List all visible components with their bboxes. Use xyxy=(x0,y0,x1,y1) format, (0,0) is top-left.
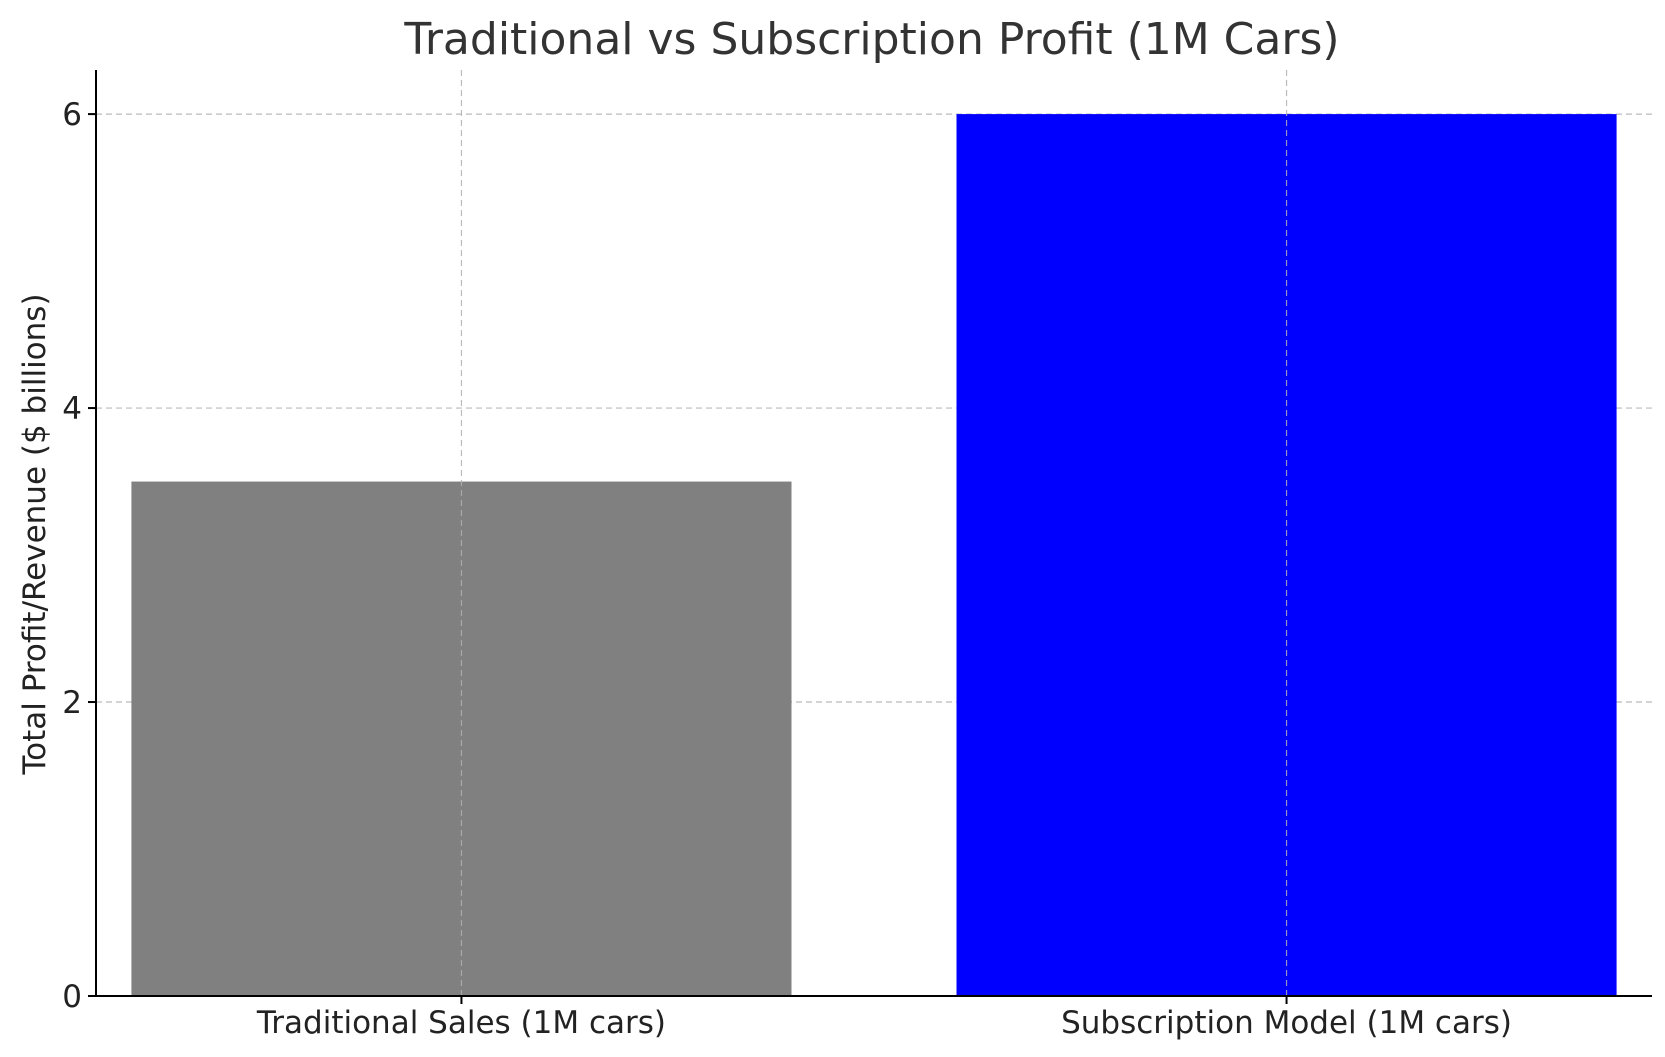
bars-layer xyxy=(131,114,1617,997)
y-axis-label: Total Profit/Revenue ($ billions) xyxy=(17,293,53,775)
axes-layer xyxy=(95,70,1652,997)
y-tick-label: 0 xyxy=(62,979,82,1015)
vertical-grid-layer xyxy=(460,70,1288,996)
x-tick-label: Subscription Model (1M cars) xyxy=(1061,1005,1512,1041)
y-tick-label: 6 xyxy=(62,97,82,133)
chart-title: Traditional vs Subscription Profit (1M C… xyxy=(403,14,1339,65)
bar xyxy=(131,481,792,996)
x-tick-label: Traditional Sales (1M cars) xyxy=(256,1005,666,1041)
ticks-layer: 0 2 4 6 Traditional Sales (1M cars) Subscript… xyxy=(62,97,1512,1041)
y-tick-label: 4 xyxy=(62,391,82,427)
y-tick-label: 2 xyxy=(62,685,82,721)
